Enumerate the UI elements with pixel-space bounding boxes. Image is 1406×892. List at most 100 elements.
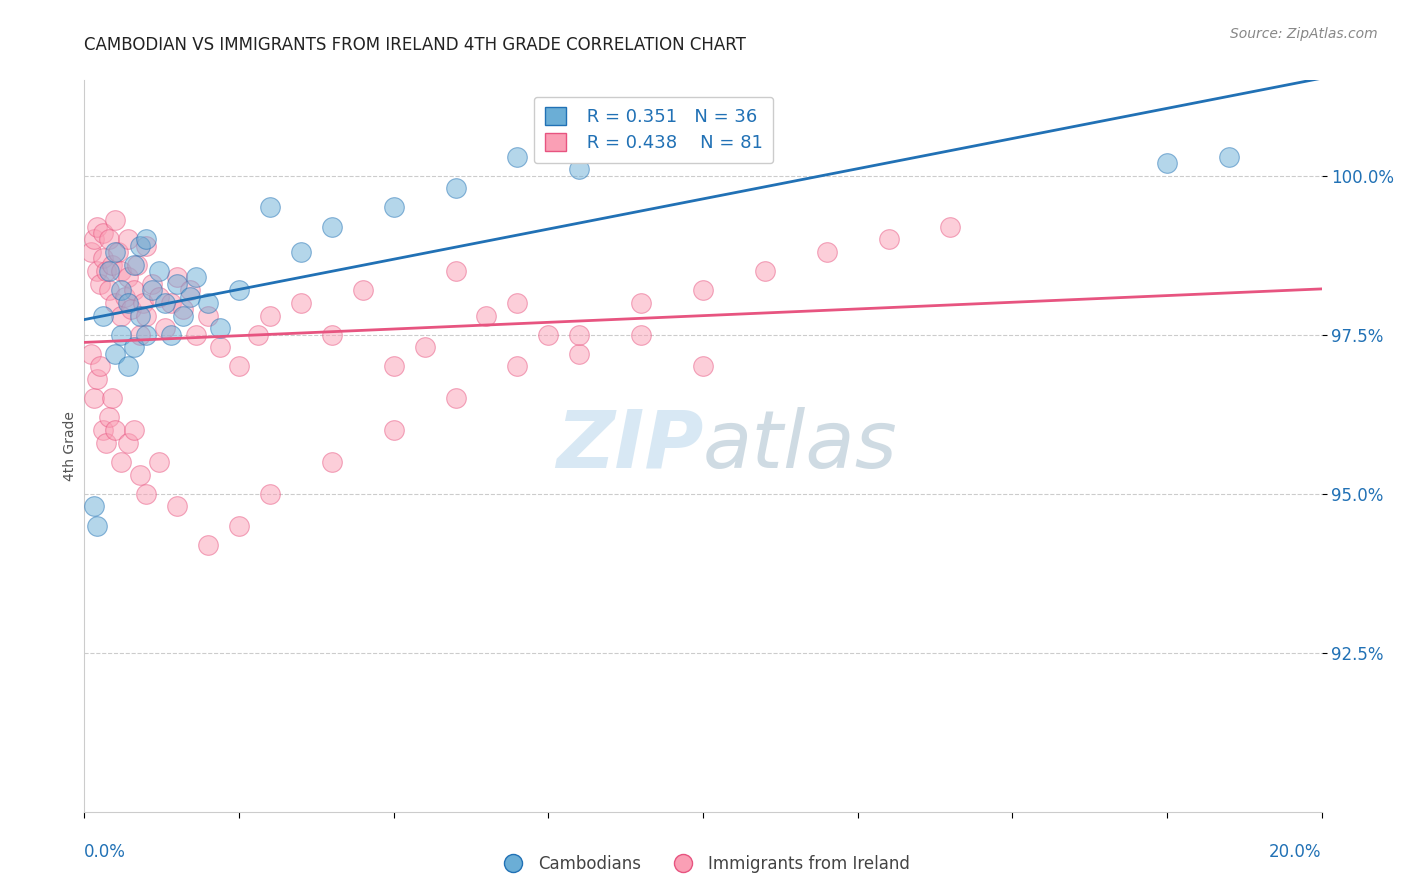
Legend:  R = 0.351   N = 36,  R = 0.438    N = 81: R = 0.351 N = 36, R = 0.438 N = 81 xyxy=(534,96,773,163)
Point xyxy=(1218,150,1240,164)
Text: 20.0%: 20.0% xyxy=(1270,843,1322,861)
Point xyxy=(568,327,591,342)
Point xyxy=(290,245,312,260)
Point xyxy=(98,283,121,297)
Point xyxy=(259,486,281,500)
Point xyxy=(692,359,714,374)
Point xyxy=(413,340,436,354)
Point xyxy=(117,232,139,246)
Point xyxy=(125,258,148,272)
Point xyxy=(86,219,108,234)
Point xyxy=(209,340,232,354)
Point xyxy=(382,201,405,215)
Point xyxy=(114,289,136,303)
Point xyxy=(228,359,250,374)
Point xyxy=(83,232,105,246)
Point xyxy=(197,538,219,552)
Point xyxy=(506,359,529,374)
Point xyxy=(83,392,105,406)
Point xyxy=(104,347,127,361)
Point xyxy=(148,264,170,278)
Point xyxy=(382,359,405,374)
Point xyxy=(754,264,776,278)
Text: ZIP: ZIP xyxy=(555,407,703,485)
Point xyxy=(141,283,163,297)
Point xyxy=(120,302,142,317)
Point xyxy=(86,518,108,533)
Point xyxy=(91,309,114,323)
Point xyxy=(228,518,250,533)
Point xyxy=(104,213,127,227)
Point xyxy=(104,245,127,260)
Point xyxy=(160,296,183,310)
Point xyxy=(444,392,467,406)
Point xyxy=(104,423,127,437)
Point xyxy=(153,321,176,335)
Point xyxy=(110,264,132,278)
Point xyxy=(568,347,591,361)
Point xyxy=(475,309,498,323)
Point xyxy=(91,423,114,437)
Point xyxy=(79,347,101,361)
Point xyxy=(117,435,139,450)
Point xyxy=(94,435,117,450)
Point xyxy=(117,270,139,285)
Text: CAMBODIAN VS IMMIGRANTS FROM IRELAND 4TH GRADE CORRELATION CHART: CAMBODIAN VS IMMIGRANTS FROM IRELAND 4TH… xyxy=(84,36,747,54)
Text: atlas: atlas xyxy=(703,407,898,485)
Point xyxy=(148,289,170,303)
Point xyxy=(352,283,374,297)
Point xyxy=(86,264,108,278)
Point xyxy=(135,486,157,500)
Legend: Cambodians, Immigrants from Ireland: Cambodians, Immigrants from Ireland xyxy=(489,848,917,880)
Point xyxy=(444,264,467,278)
Point xyxy=(135,238,157,252)
Point xyxy=(630,327,652,342)
Point xyxy=(86,372,108,386)
Point xyxy=(98,232,121,246)
Point xyxy=(939,219,962,234)
Point xyxy=(148,455,170,469)
Point xyxy=(110,309,132,323)
Point xyxy=(630,296,652,310)
Point xyxy=(172,302,194,317)
Point xyxy=(132,296,155,310)
Point xyxy=(129,467,152,482)
Point xyxy=(537,327,560,342)
Point xyxy=(110,283,132,297)
Point xyxy=(172,309,194,323)
Point xyxy=(89,277,111,291)
Point xyxy=(166,500,188,514)
Y-axis label: 4th Grade: 4th Grade xyxy=(63,411,77,481)
Point xyxy=(135,309,157,323)
Point xyxy=(259,309,281,323)
Point xyxy=(104,296,127,310)
Point xyxy=(506,150,529,164)
Point xyxy=(815,245,838,260)
Point xyxy=(259,201,281,215)
Point xyxy=(98,264,121,278)
Point xyxy=(568,162,591,177)
Point xyxy=(166,270,188,285)
Point xyxy=(877,232,900,246)
Point xyxy=(321,455,343,469)
Point xyxy=(135,327,157,342)
Point xyxy=(91,252,114,266)
Point xyxy=(382,423,405,437)
Point xyxy=(179,283,201,297)
Point xyxy=(110,455,132,469)
Point xyxy=(122,258,145,272)
Point xyxy=(110,327,132,342)
Point xyxy=(321,219,343,234)
Point xyxy=(117,296,139,310)
Point xyxy=(141,277,163,291)
Point xyxy=(160,327,183,342)
Point xyxy=(166,277,188,291)
Text: Source: ZipAtlas.com: Source: ZipAtlas.com xyxy=(1230,27,1378,41)
Point xyxy=(122,283,145,297)
Point xyxy=(79,245,101,260)
Point xyxy=(228,283,250,297)
Point xyxy=(83,500,105,514)
Point xyxy=(153,296,176,310)
Point xyxy=(122,423,145,437)
Point xyxy=(129,309,152,323)
